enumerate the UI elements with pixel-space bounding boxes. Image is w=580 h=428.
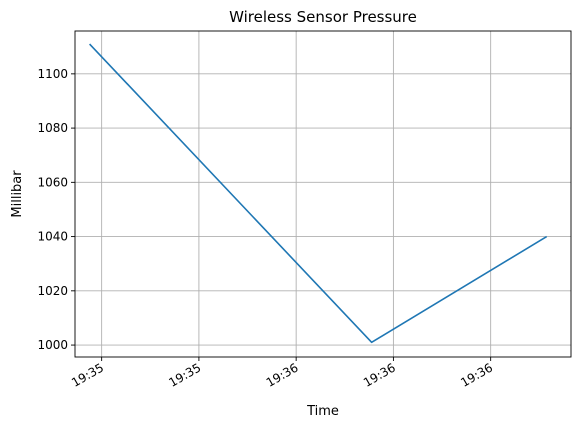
x-tick-label: 19:36: [361, 360, 398, 389]
x-axis-label: Time: [306, 404, 339, 419]
y-tick-label: 1020: [37, 284, 68, 298]
plot-frame: [74, 30, 572, 358]
y-tick-label: 1080: [37, 121, 68, 135]
x-tick-label: 19:36: [458, 360, 495, 389]
grid-lines: [75, 31, 571, 357]
tick-labels: 1000 1020 1040 1060 1080 1100 19:35 19:35 19:36 1…: [37, 67, 495, 390]
x-tick-label: 19:35: [69, 360, 106, 389]
series-layer: [89, 43, 548, 344]
tick-marks: [71, 73, 492, 361]
chart-title: Wireless Sensor Pressure: [229, 8, 417, 26]
x-tick-label: 19:36: [264, 360, 301, 389]
y-tick-label: 1060: [37, 175, 68, 189]
y-tick-label: 1100: [37, 67, 68, 81]
x-tick-label: 19:35: [166, 360, 203, 389]
y-axis-label: Millibar: [10, 170, 25, 218]
y-tick-label: 1000: [37, 338, 68, 352]
y-tick-label: 1040: [37, 230, 68, 244]
series-line: [89, 43, 548, 344]
